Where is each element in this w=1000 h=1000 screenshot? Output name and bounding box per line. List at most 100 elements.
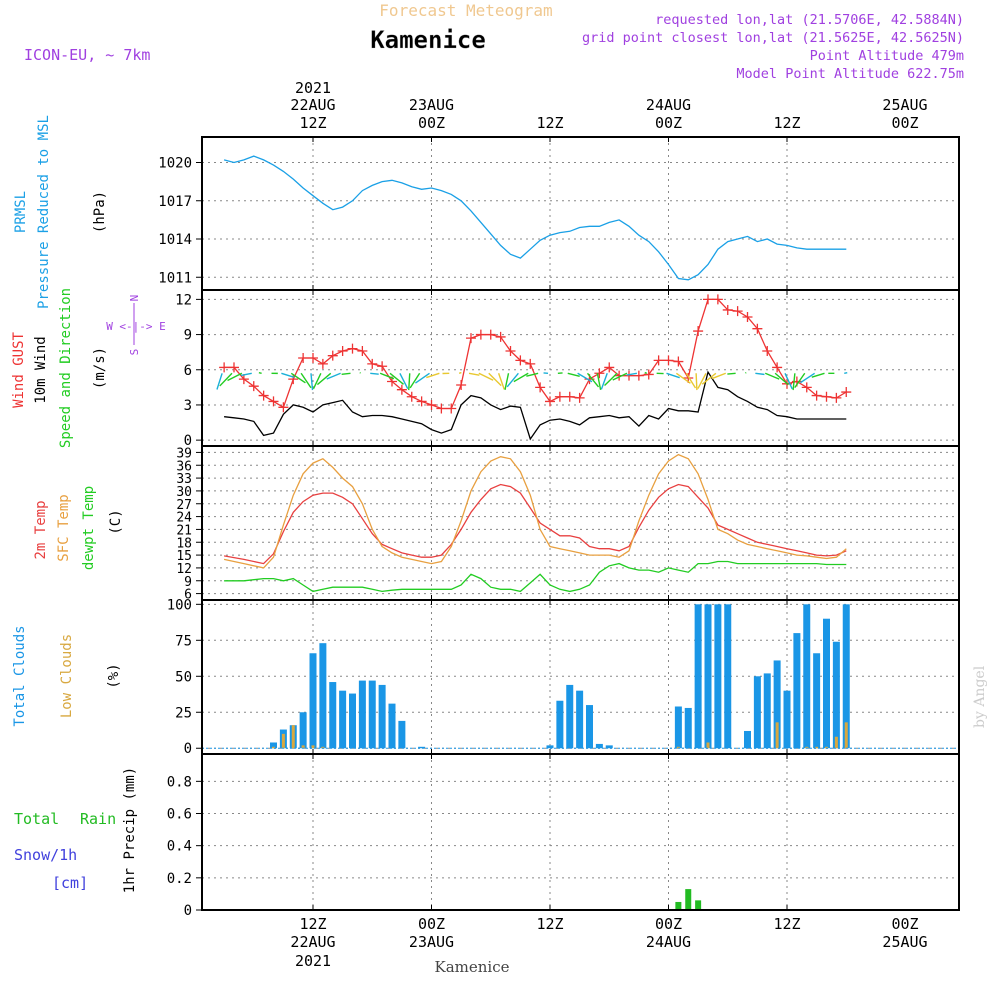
low-cloud-bar xyxy=(834,736,838,749)
gust-marker xyxy=(841,387,852,398)
precip-total-label: Total xyxy=(14,810,59,828)
y-tick-label: 24 xyxy=(176,511,192,526)
pressure-label-1: PRMSL xyxy=(13,191,29,233)
panel-frame xyxy=(201,136,960,291)
wind-arrow xyxy=(219,372,233,387)
compass-s: S xyxy=(128,349,141,356)
model-label: ICON-EU, ~ 7km xyxy=(24,46,150,64)
gust-marker xyxy=(426,399,437,410)
top-time-label: 22AUG xyxy=(290,96,335,114)
bottom-time-label: 12Z xyxy=(773,915,800,933)
wind-arrow xyxy=(612,372,628,381)
wind-arrow xyxy=(800,372,816,384)
low-cloud-bar xyxy=(844,722,848,749)
low-cloud-bar xyxy=(825,746,828,749)
gust-marker xyxy=(732,306,743,317)
bottom-time-label: 12Z xyxy=(299,915,326,933)
gust-marker xyxy=(238,374,249,385)
top-time-label: 12Z xyxy=(536,114,563,132)
gust-marker xyxy=(219,362,230,373)
total-cloud-bar xyxy=(566,684,574,749)
y-tick-label: 0 xyxy=(184,741,192,757)
y-tick-label: 18 xyxy=(176,536,192,551)
top-time-label: 00Z xyxy=(418,114,445,132)
wind-arrow xyxy=(744,372,747,374)
wind-arrow xyxy=(281,372,295,378)
precip-snow-label: Snow/1h xyxy=(14,846,77,864)
wind-arrow xyxy=(811,372,825,378)
wind-arrow xyxy=(586,372,600,388)
total-cloud-bar xyxy=(763,673,771,749)
gust-marker xyxy=(545,396,555,407)
bottom-time-label: 12Z xyxy=(536,915,563,933)
y-tick-label: 39 xyxy=(176,446,192,461)
total-cloud-bar xyxy=(724,604,732,749)
series-line-2m-temp xyxy=(223,483,847,565)
total-cloud-bar xyxy=(714,604,722,749)
gust-marker xyxy=(624,370,634,381)
total-cloud-bar xyxy=(368,680,376,749)
wind-arrow xyxy=(310,373,314,391)
gust-marker xyxy=(367,358,378,369)
series-line-10m-wind xyxy=(224,370,847,441)
bottom-time-label: 22AUG xyxy=(290,933,335,951)
wind-arrow xyxy=(513,372,529,383)
bottom-time-label: 00Z xyxy=(418,915,445,933)
y-tick-label: 3 xyxy=(184,398,192,414)
gust-marker xyxy=(574,392,585,403)
wind-arrow xyxy=(755,372,765,376)
gust-marker xyxy=(337,345,348,356)
gust-marker xyxy=(308,353,318,364)
precip-bar xyxy=(695,900,702,910)
y-tick-label: 100 xyxy=(167,597,192,613)
wind-arrow xyxy=(506,372,519,388)
gust-marker xyxy=(762,345,773,356)
gust-marker xyxy=(377,361,388,372)
gust-marker xyxy=(278,402,289,413)
y-tick-label: 12 xyxy=(175,292,192,308)
gust-marker xyxy=(722,304,733,315)
y-tick-label: 6 xyxy=(184,588,192,603)
total-cloud-bar xyxy=(605,745,613,749)
gust-marker xyxy=(288,374,299,385)
gust-marker xyxy=(357,345,368,356)
low-cloud-bar xyxy=(281,733,285,749)
gust-marker xyxy=(821,391,832,402)
total-cloud-bar xyxy=(704,604,712,749)
precip-bar xyxy=(675,901,682,910)
top-time-label: 24AUG xyxy=(646,96,691,114)
gust-marker xyxy=(327,350,338,361)
total-cloud-bar xyxy=(823,618,830,749)
wind-arrow xyxy=(844,371,848,374)
top-time-label: 23AUG xyxy=(409,96,454,114)
wind-arrow xyxy=(468,372,480,376)
wind-arrow xyxy=(685,372,697,389)
total-cloud-bar xyxy=(586,705,593,749)
wind-arrow xyxy=(408,373,411,391)
panel-frame xyxy=(201,289,960,447)
total-cloud-bar xyxy=(793,633,801,749)
wind-arrow xyxy=(792,373,796,391)
low-cloud-bar xyxy=(706,742,710,749)
pressure-unit: (hPa) xyxy=(92,191,108,233)
wind-arrow xyxy=(316,372,332,386)
gust-marker xyxy=(831,392,842,403)
gust-marker xyxy=(693,326,704,337)
gust-marker xyxy=(456,380,467,391)
top-time-label: 12Z xyxy=(773,114,800,132)
total-cloud-bar xyxy=(270,742,277,749)
total-cloud-bar xyxy=(813,653,821,749)
wind-arrow xyxy=(764,372,780,380)
gust-marker xyxy=(653,355,664,366)
wind-arrow xyxy=(415,372,430,384)
precip-axis-label: 1hr Precip (mm) xyxy=(122,767,138,893)
wind-arrow xyxy=(675,372,691,384)
low-cloud-bar xyxy=(291,725,295,749)
gust-marker xyxy=(298,353,309,364)
gust-marker xyxy=(446,403,457,414)
total-cloud-bar xyxy=(418,746,426,749)
gust-marker xyxy=(466,333,476,344)
total-cloud-bar xyxy=(319,643,327,749)
wind-arrow xyxy=(300,372,312,389)
gust-marker xyxy=(712,294,723,305)
